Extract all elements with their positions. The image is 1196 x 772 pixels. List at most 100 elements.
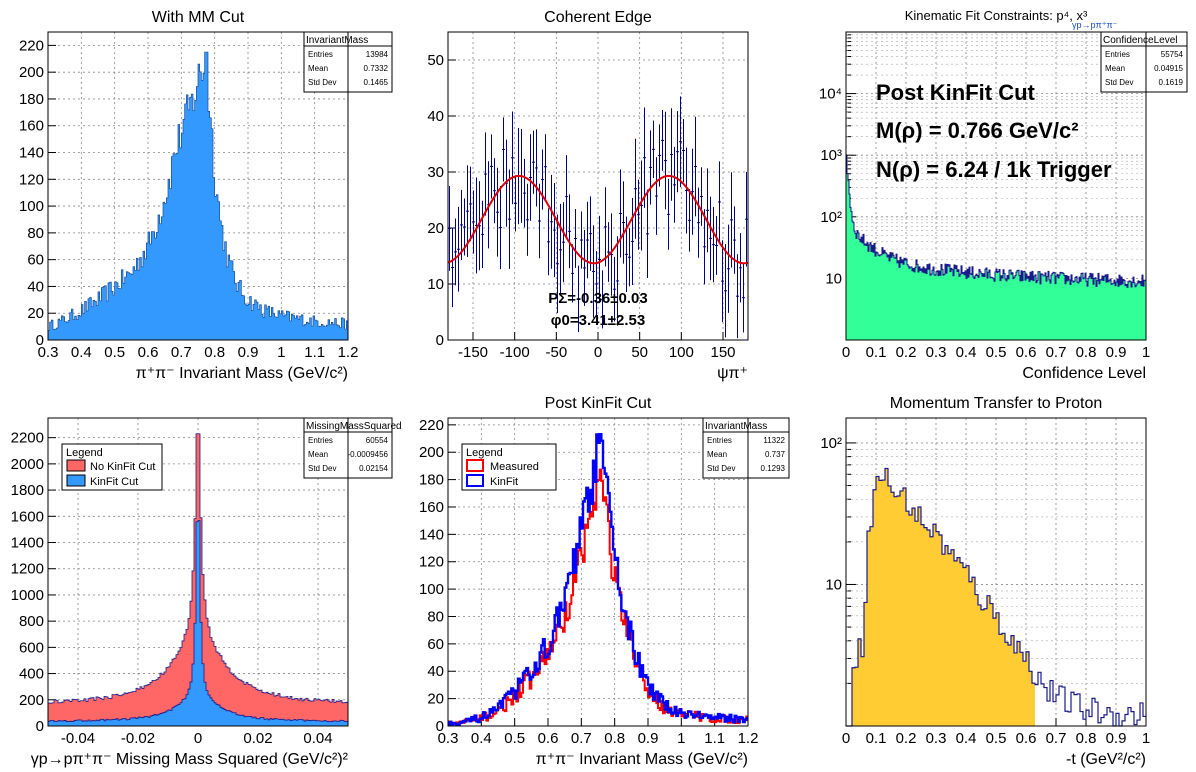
legend-swatch — [466, 459, 484, 472]
legend-title: Legend — [66, 447, 103, 459]
x-axis-label: -t (GeV²/c²) — [1066, 751, 1146, 768]
plot-border — [447, 417, 749, 727]
stats-value: 13984 — [366, 50, 389, 59]
x-tick-label: 0.4 — [956, 344, 977, 361]
y-tick-label: 1600 — [11, 508, 44, 525]
legend-label: No KinFit Cut — [90, 461, 155, 473]
x-tick-label: 0.4 — [956, 730, 977, 747]
stats-key: Entries — [707, 436, 732, 445]
panel-coherent-edge: -150 -100 -50 0 50 100 150 0 10 20 30 40 50 Coherent … — [427, 9, 749, 382]
stats-key: Entries — [1105, 50, 1130, 59]
x-tick-label: 0.4 — [71, 344, 92, 361]
plot-border — [447, 31, 749, 341]
chart-title: Kinematic Fit Constraints: p⁴, x³ — [905, 8, 1088, 23]
stats-key: Mean — [308, 64, 328, 73]
x-axis-label: γp→pπ⁺π⁻ Missing Mass Squared (GeV/c²)² — [31, 751, 349, 768]
x-tick-label: 0 — [194, 730, 202, 747]
stats-value: 0.7332 — [364, 64, 389, 73]
x-tick-label: 1 — [277, 344, 285, 361]
x-tick-label: 0 — [842, 730, 850, 747]
x-tick-label: 0.5 — [986, 730, 1007, 747]
legend-swatch — [466, 474, 484, 487]
stats-value: -0.0009456 — [348, 450, 389, 459]
y-tick-label: 160 — [19, 118, 44, 135]
legend-label: KinFit — [490, 476, 518, 488]
y-tick-label: 200 — [19, 64, 44, 81]
annotation-yield: N(ρ) = 6.24 / 1k Trigger — [876, 157, 1112, 182]
histogram-kinfit — [448, 432, 748, 726]
x-tick-label: 0.6 — [1016, 344, 1037, 361]
x-tick-label: 0.6 — [138, 344, 159, 361]
stats-title: InvariantMass — [705, 421, 767, 432]
y-tick-label: 0 — [436, 718, 444, 735]
stats-key: Mean — [1105, 64, 1125, 73]
x-axis-label: Confidence Level — [1022, 365, 1146, 382]
y-tick-label: 10 — [427, 276, 444, 293]
x-tick-label: 0.9 — [1106, 730, 1127, 747]
y-tick-label: 10 — [825, 576, 842, 593]
x-tick-label: 0.6 — [1016, 730, 1037, 747]
fit-result-psigma: PΣ=-0.36±0.03 — [548, 290, 647, 307]
stats-key: Std Dev — [1105, 78, 1133, 87]
y-tick-label: 600 — [19, 639, 44, 656]
stats-value: 11322 — [763, 436, 785, 445]
panel-missing-mass-squared: -0.04 -0.02 0 0.02 0.04 0 200 400 600 800 1000 1200… — [11, 417, 402, 768]
stats-key: Entries — [308, 436, 333, 445]
stats-value: 55754 — [1161, 50, 1184, 59]
y-tick-label: 0 — [36, 718, 44, 735]
stats-value: 0.1619 — [1159, 78, 1184, 87]
y-tick-label: 80 — [27, 225, 44, 242]
x-tick-label: -50 — [545, 344, 567, 361]
y-tick-label: 160 — [419, 499, 444, 516]
y-tick-label: 120 — [419, 554, 444, 571]
x-tick-label: -0.02 — [121, 730, 155, 747]
y-tick-label: 10² — [820, 209, 842, 226]
x-tick-label: 0.4 — [471, 730, 492, 747]
x-tick-label: 0.1 — [866, 730, 887, 747]
y-tick-label: 2200 — [11, 430, 44, 447]
y-tick-label: 80 — [427, 608, 444, 625]
y-tick-label: 1400 — [11, 535, 44, 552]
y-tick-label: 40 — [427, 108, 444, 125]
stats-value: 0.1293 — [761, 464, 786, 473]
x-tick-label: 0.9 — [1106, 344, 1127, 361]
y-tick-label: 20 — [427, 220, 444, 237]
y-tick-label: 180 — [419, 472, 444, 489]
x-tick-label: 1.1 — [704, 730, 725, 747]
y-tick-label: 2000 — [11, 456, 44, 473]
fit-result-phi0: φ0=3.41±2.53 — [551, 312, 645, 329]
y-tick-label: 10 — [825, 270, 842, 287]
x-axis-label: π⁺π⁻ Invariant Mass (GeV/c²) — [136, 365, 348, 382]
x-tick-label: 1.2 — [738, 730, 759, 747]
annotation-cut: Post KinFit Cut — [876, 80, 1036, 105]
x-axis-label: ψπ⁺ — [717, 365, 748, 382]
histogram-kinfit — [47, 520, 349, 727]
panel-kinfit-confidence: 0 0.1 0.2 0.3 0.4 0.5 0.6 0.7 0.8 0.9 1 10 10² 10³ 10⁴… — [819, 8, 1188, 382]
x-tick-label: 1 — [1142, 344, 1150, 361]
y-tick-label: 1200 — [11, 561, 44, 578]
x-tick-label: 0.7 — [1046, 730, 1067, 747]
plot-border — [845, 31, 1147, 341]
histogram-bars — [846, 468, 1146, 726]
plot-border — [47, 31, 349, 341]
x-tick-label: 0.8 — [1076, 344, 1097, 361]
annotation-mass: M(ρ) = 0.766 GeV/c² — [876, 118, 1079, 143]
x-tick-label: 0.9 — [638, 730, 659, 747]
x-tick-label: 0.7 — [1046, 344, 1067, 361]
x-tick-label: 0 — [842, 344, 850, 361]
chart-title: Post KinFit Cut — [545, 395, 652, 412]
stats-title: MissingMassSquared — [306, 421, 402, 432]
y-tick-label: 10⁴ — [819, 86, 842, 103]
x-tick-label: 0 — [594, 344, 602, 361]
x-tick-label: -150 — [458, 344, 488, 361]
x-tick-label: -100 — [500, 344, 530, 361]
stats-key: Std Dev — [308, 464, 336, 473]
histogram-outline — [846, 467, 1146, 727]
x-tick-label: 0.2 — [896, 730, 917, 747]
legend-label: Measured — [490, 461, 539, 473]
x-axis-label: π⁺π⁻ Invariant Mass (GeV/c²) — [536, 751, 748, 768]
x-tick-label: 0.6 — [538, 730, 559, 747]
stats-value: 60554 — [366, 436, 389, 445]
stats-key: Entries — [308, 50, 333, 59]
